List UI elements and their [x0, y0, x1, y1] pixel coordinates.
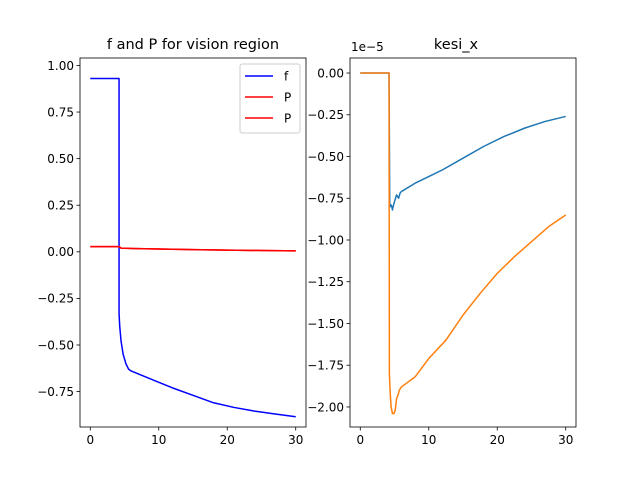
panel-f-and-p-y-tick-label: −0.25	[37, 292, 74, 306]
panel-f-and-p-plot-area	[90, 77, 296, 418]
panel-kesi-x-y-tick-label: −1.00	[307, 233, 344, 247]
panel-f-and-p-x-tick-label: 20	[220, 433, 235, 447]
panel-kesi-x-axes-frame	[349, 57, 577, 428]
panel-f-and-p-line-p-2	[90, 245, 296, 252]
panel-kesi-x-y-tick-label: −2.00	[307, 400, 344, 414]
panel-f-and-p-legend: fPP	[239, 63, 301, 134]
panel-kesi-x-x-tick-label: 30	[558, 433, 573, 447]
panel-f-and-p-y-tick-label: 1.00	[47, 59, 74, 73]
panel-kesi-x-y-tick-label: −1.50	[307, 317, 344, 331]
panel-f-and-p-x-tick-label: 30	[288, 433, 303, 447]
panel-kesi-x-y-tick-label: −0.25	[307, 108, 344, 122]
panel-kesi-x-title: kesi_x	[434, 37, 479, 53]
panel-f-and-p-title: f and P for vision region	[107, 37, 279, 53]
panel-f-and-p: f and P for vision region 0 10 20 30 1.00 0.7…	[37, 37, 307, 447]
panel-kesi-x-line-series-1	[360, 72, 567, 415]
panel-kesi-x-offset-label: 1e−5	[351, 40, 384, 54]
panel-kesi-x-x-tick-label: 20	[490, 433, 505, 447]
panel-kesi-x-plot-area	[360, 72, 567, 415]
panel-f-and-p-line-f-0	[90, 77, 296, 418]
panel-kesi-x-y-tick-label: −0.50	[307, 150, 344, 164]
panel-f-and-p-x-tick-label: 10	[151, 433, 166, 447]
panel-f-and-p-x-tick-label: 0	[86, 433, 94, 447]
panel-f-and-p-axes-frame	[79, 57, 307, 428]
panel-kesi-x-y-tick-label: 0.00	[317, 66, 344, 80]
panel-f-and-p-y-tick-label: 0.50	[47, 152, 74, 166]
panel-f-and-p-y-tick-label: −0.75	[37, 385, 74, 399]
panel-f-and-p-legend-box	[239, 63, 301, 134]
panel-kesi-x-y-tick-label: −1.75	[307, 359, 344, 373]
panel-kesi-x: kesi_x 1e−5 0 10 20 30 0.00 −0.25 −0.50 −0.75 −1…	[307, 37, 577, 447]
panel-f-and-p-y-tick-label: 0.00	[47, 245, 74, 259]
panel-kesi-x-x-tick-label: 10	[421, 433, 436, 447]
panel-kesi-x-line-series-0	[360, 72, 566, 211]
panel-f-and-p-legend-label: P	[284, 111, 291, 125]
panel-kesi-x-y-tick-label: −0.75	[307, 192, 344, 206]
panel-f-and-p-legend-label: f	[284, 69, 289, 83]
panel-kesi-x-x-tick-label: 0	[356, 433, 364, 447]
panel-f-and-p-y-tick-label: 0.75	[47, 105, 74, 119]
panel-kesi-x-y-tick-label: −1.25	[307, 275, 344, 289]
panel-f-and-p-y-tick-label: −0.50	[37, 338, 74, 352]
panel-f-and-p-y-tick-label: 0.25	[47, 199, 74, 213]
panel-f-and-p-legend-label: P	[284, 90, 291, 104]
